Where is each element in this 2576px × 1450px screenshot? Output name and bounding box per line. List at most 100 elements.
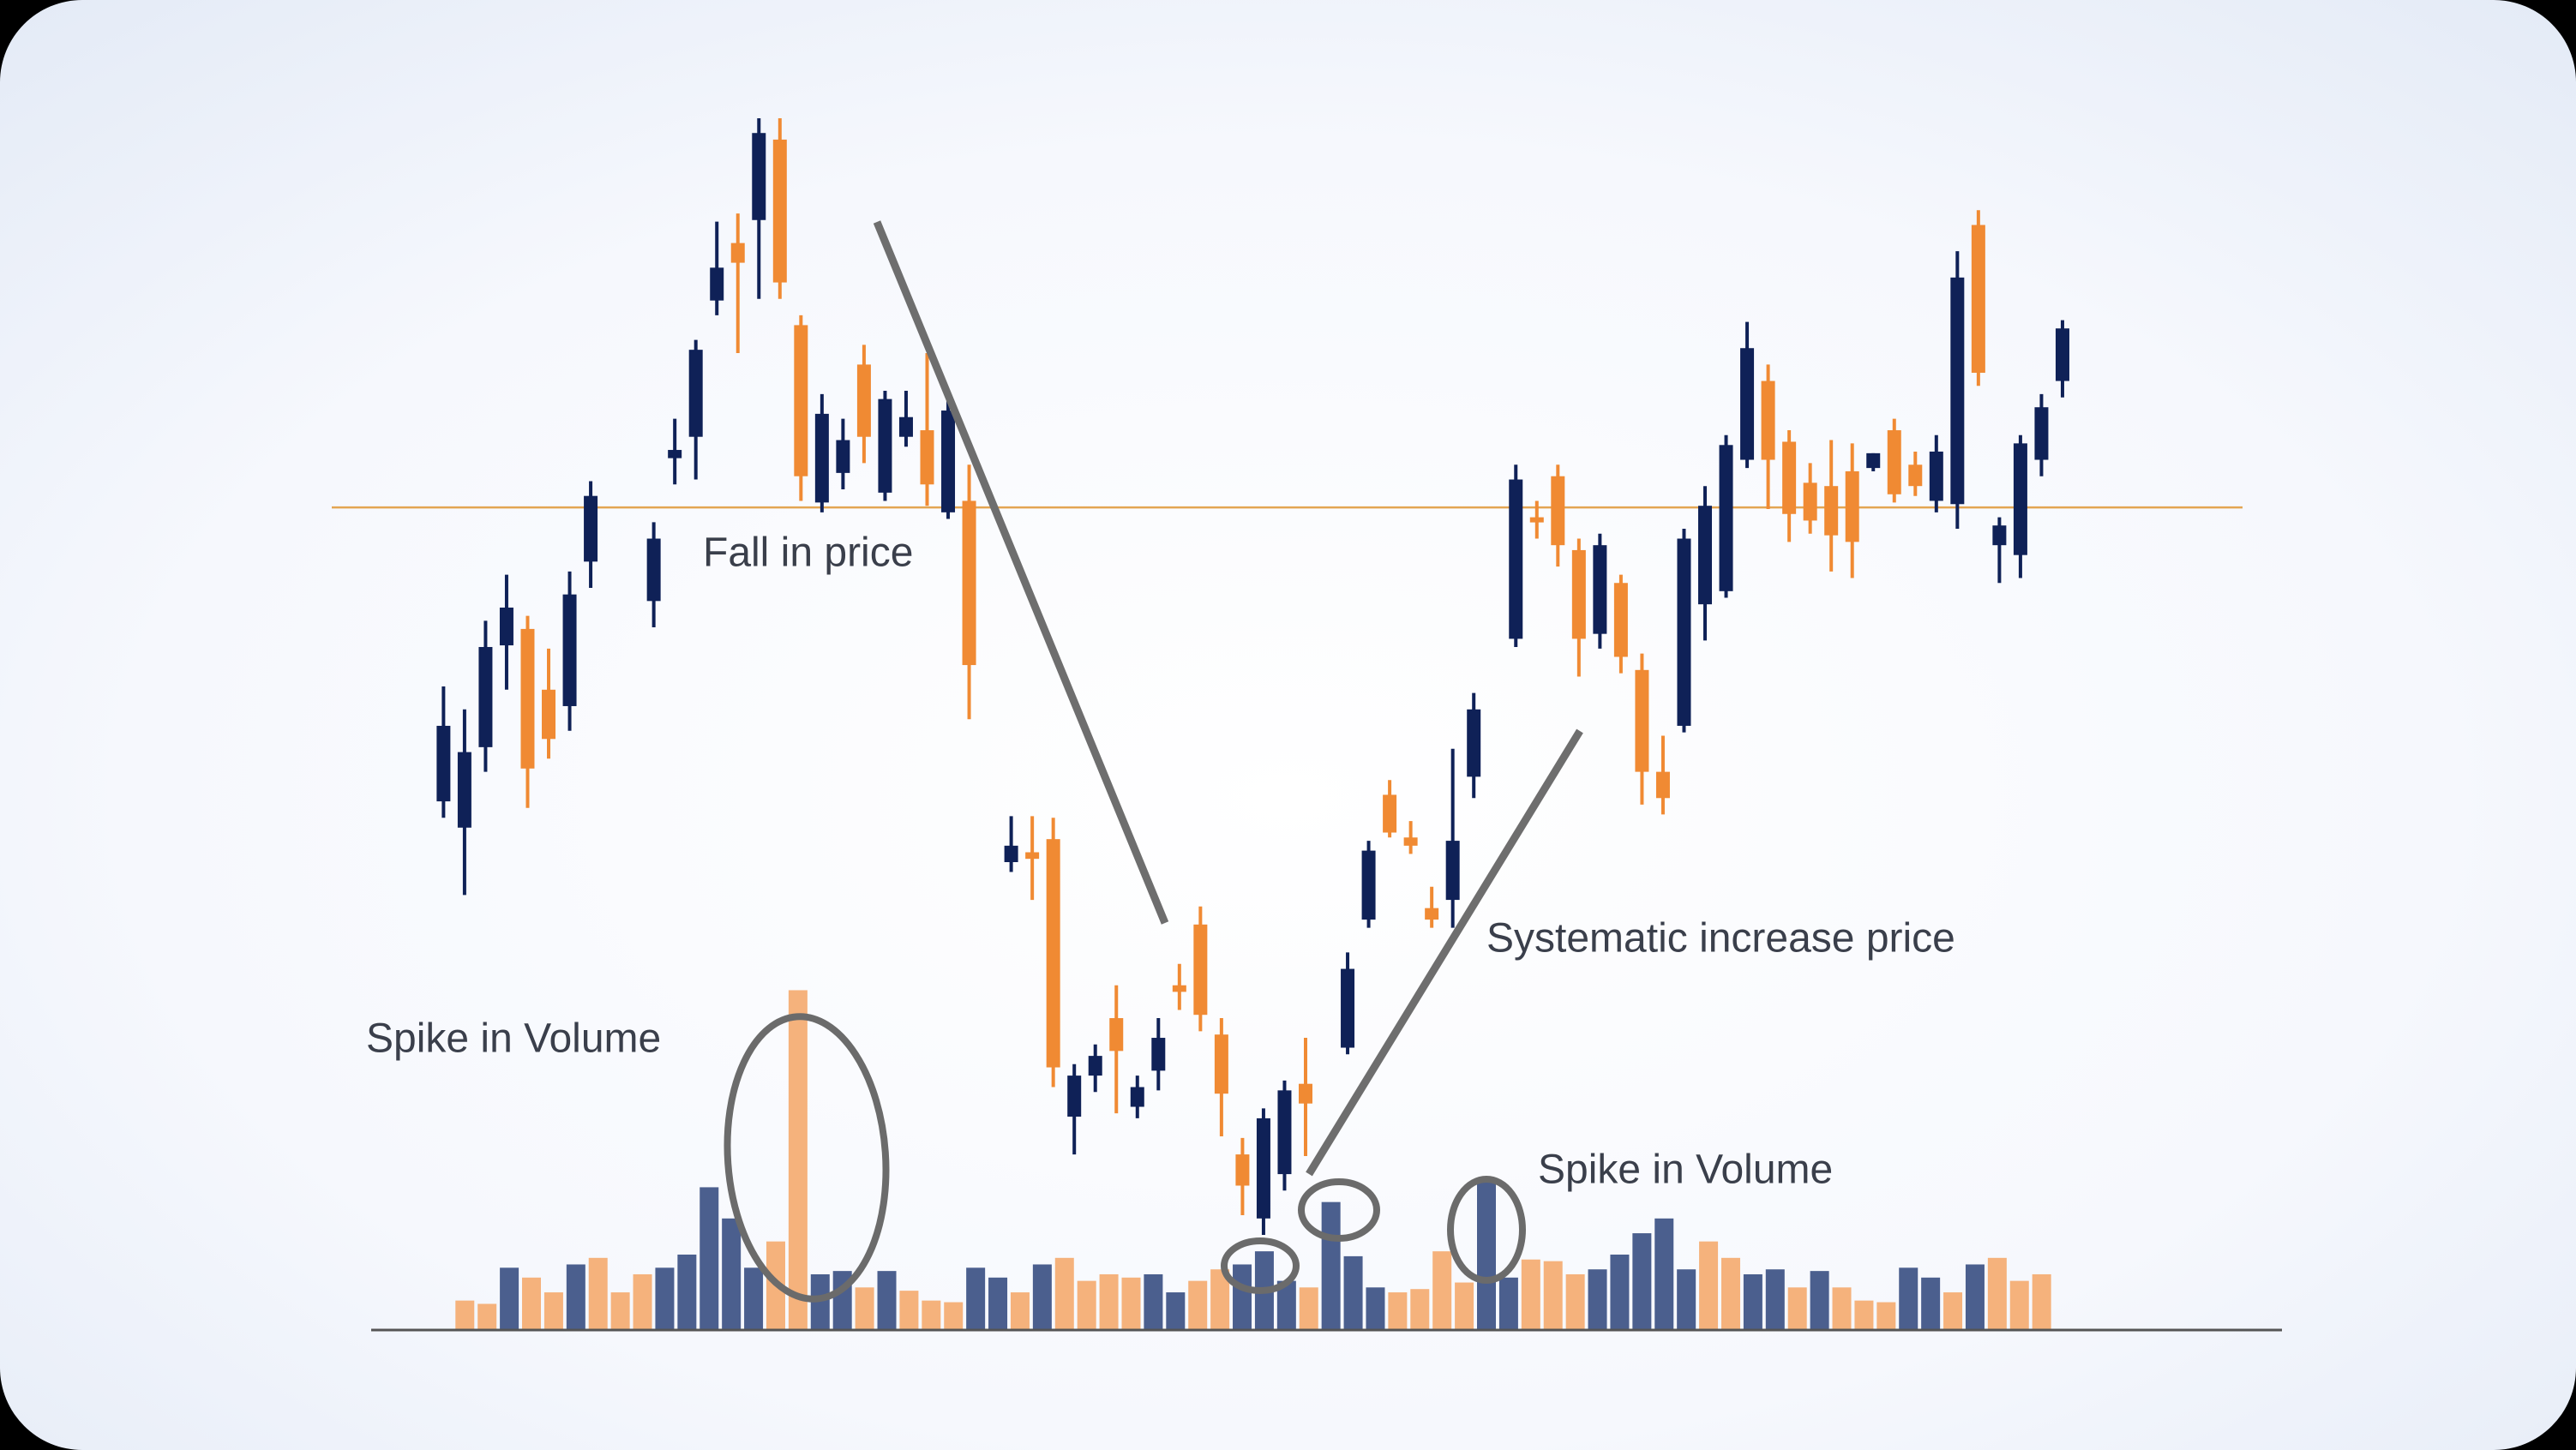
volume-bar (1388, 1292, 1408, 1331)
candle-body (1425, 908, 1439, 920)
candle-body (1046, 839, 1060, 1068)
volume-bar (1720, 1257, 1740, 1331)
candle-body (1256, 1117, 1270, 1219)
candle-body (1992, 525, 2007, 546)
candle-body (1361, 850, 1376, 920)
volume-bar (788, 990, 808, 1331)
volume-bar (1899, 1267, 1918, 1331)
candle-body (1172, 985, 1186, 992)
volume-bar (855, 1287, 874, 1331)
highlight-ellipse (724, 1013, 890, 1303)
candle-body (478, 646, 493, 747)
volume-bar (1832, 1287, 1852, 1331)
candle-body (1761, 380, 1775, 460)
candle-body (1509, 479, 1523, 639)
candle-body (1109, 1018, 1124, 1052)
candle-body (562, 594, 577, 706)
candle-body (1782, 441, 1797, 514)
candle-body (794, 325, 808, 476)
candle-body (646, 538, 661, 602)
volume-bar (1677, 1269, 1696, 1331)
volume-bar (877, 1271, 897, 1331)
candle-body (814, 413, 829, 503)
volume-bar (944, 1302, 964, 1331)
volume-bar (610, 1292, 630, 1331)
candle-body (1655, 771, 1670, 799)
annotation: Systematic increase price (1486, 916, 1955, 962)
volume-bar (455, 1300, 475, 1331)
candle-body (1635, 669, 1649, 772)
candle-body (2013, 443, 2027, 555)
candle-body (1740, 348, 1755, 460)
candle-body (1403, 837, 1418, 846)
highlight-ellipse (1447, 1176, 1526, 1284)
volume-bar (633, 1273, 652, 1331)
volume-bar (1010, 1292, 1030, 1331)
volume-bar (1588, 1269, 1607, 1331)
candle-body (1529, 517, 1544, 523)
volume-bar (2032, 1273, 2051, 1331)
candle-body (1235, 1154, 1250, 1186)
volume-bar (1987, 1257, 2007, 1331)
volume-bar (1432, 1251, 1452, 1331)
candle-body (1277, 1090, 1292, 1175)
volume-bar (1455, 1282, 1474, 1331)
candle-body (542, 689, 556, 740)
volume-bar (1410, 1289, 1430, 1331)
candle-body (1929, 451, 1943, 501)
candle-body (2034, 407, 2049, 460)
volume-bar (500, 1267, 519, 1331)
volume-bar (922, 1300, 941, 1331)
volume-bar (1099, 1273, 1119, 1331)
candle-body (1088, 1056, 1102, 1076)
volume-bar (1299, 1287, 1318, 1331)
volume-bar (899, 1291, 919, 1331)
highlight-ellipse (1221, 1237, 1300, 1294)
volume-bar (1921, 1277, 1941, 1331)
volume-bar (1610, 1254, 1630, 1331)
candle-body (1887, 430, 1901, 494)
candle-body (1803, 482, 1817, 521)
candle-body (752, 133, 766, 220)
candle-body (1130, 1087, 1144, 1107)
volume-bar (1765, 1269, 1785, 1331)
plot (332, 117, 2243, 1331)
volume-bar (1210, 1269, 1230, 1331)
candle-body (1866, 452, 1881, 469)
volume-bar (1543, 1261, 1563, 1331)
candle-body (1067, 1076, 1082, 1117)
annotation: Fall in price (703, 530, 913, 576)
volume-bar (522, 1277, 542, 1331)
candle-body (1298, 1083, 1312, 1104)
volume-bar (1166, 1292, 1186, 1331)
volume-bar (1876, 1302, 1896, 1331)
candle-body (1151, 1038, 1166, 1071)
candle-body (1214, 1034, 1228, 1094)
volume-bar (1032, 1264, 1052, 1331)
volume-bar (1498, 1277, 1518, 1331)
candle-body (499, 607, 513, 646)
volume-bar (1188, 1280, 1208, 1331)
volume-bar (744, 1267, 764, 1331)
volume-bar (655, 1267, 675, 1331)
volume-bar (543, 1292, 563, 1331)
volume-bar (722, 1218, 742, 1331)
candle-body (1467, 709, 1481, 777)
candle-body (1971, 225, 1985, 373)
trend-line (1306, 728, 1583, 1177)
volume-bar (1787, 1287, 1807, 1331)
volume-bar (1366, 1287, 1385, 1331)
volume-bar (1233, 1264, 1252, 1331)
volume-bar (1965, 1264, 1985, 1331)
candle-body (436, 725, 451, 802)
candle-body (1908, 464, 1923, 487)
candle-body (1677, 538, 1691, 726)
candle-body (1698, 506, 1713, 605)
candle-body (878, 398, 892, 493)
volume-bar (700, 1187, 719, 1331)
candle-body (1383, 794, 1397, 833)
candle-body (1613, 583, 1628, 657)
candle-body (710, 267, 724, 301)
